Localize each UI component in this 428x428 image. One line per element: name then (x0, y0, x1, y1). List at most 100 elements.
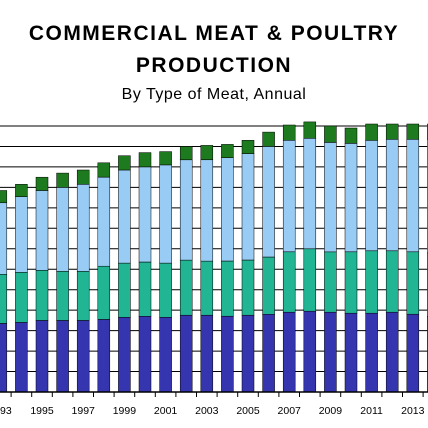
bar-segment-1994-series-1 (15, 272, 28, 323)
x-tick-label: 2013 (401, 405, 425, 417)
bar-segment-2006-series-2 (262, 146, 275, 258)
bar-segment-2007-series-2 (282, 140, 296, 253)
bar-segment-2001-series-1 (159, 262, 172, 318)
chart-title-line-1: COMMERCIAL MEAT & POULTRY (28, 22, 400, 45)
bar-segment-2003-series-3 (200, 145, 214, 160)
bar-segment-2002-series-3 (179, 146, 193, 161)
bar-segment-1998-series-2 (97, 176, 111, 267)
bar-segment-1993-series-1 (0, 274, 8, 324)
bar-segment-2005-series-3 (241, 140, 255, 154)
bar-segment-1995-series-2 (35, 190, 49, 271)
x-tick-label: 2011 (360, 405, 383, 417)
bar-segment-2010-series-2 (344, 143, 358, 253)
x-tick-label: 2009 (319, 405, 343, 417)
bar-segment-2006-series-1 (262, 256, 275, 315)
bar-segment-1994-series-3 (15, 184, 28, 197)
bar-segment-2009-series-1 (324, 251, 337, 313)
x-tick-label: 2003 (195, 405, 219, 417)
bar-segment-2011-series-0 (365, 312, 378, 393)
bar-segment-1999-series-0 (118, 317, 131, 393)
bar-segment-2012-series-2 (385, 139, 399, 252)
bar-segment-2001-series-0 (159, 317, 172, 393)
x-tick-label: 93 (0, 405, 12, 417)
x-tick-label: 1999 (113, 405, 137, 417)
bar-segment-1993-series-0 (0, 323, 8, 393)
bar-segment-1999-series-2 (118, 169, 131, 264)
bar-segment-1999-series-3 (118, 155, 131, 171)
bar-segment-2012-series-1 (385, 250, 399, 313)
bar-segment-2009-series-0 (324, 311, 337, 393)
bar-segment-2005-series-2 (241, 153, 255, 261)
bar-segment-2013-series-0 (406, 313, 420, 393)
bar-segment-1997-series-0 (76, 320, 90, 393)
bars (0, 121, 428, 393)
bar-segment-2008-series-3 (303, 121, 317, 139)
bar-segment-1996-series-3 (56, 172, 69, 188)
bar-segment-1995-series-1 (35, 270, 49, 321)
bar-segment-2000-series-0 (138, 316, 152, 393)
bar-segment-2008-series-0 (303, 310, 317, 393)
bar-segment-1994-series-0 (15, 322, 28, 393)
bar-segment-2003-series-1 (200, 260, 214, 316)
bar-segment-1994-series-2 (15, 196, 28, 273)
bar-segment-2002-series-2 (179, 159, 193, 261)
bar-segment-2012-series-3 (385, 123, 399, 140)
x-tick-label: 1997 (72, 405, 96, 417)
bar-segment-2001-series-3 (159, 151, 172, 166)
bar-segment-2005-series-1 (241, 259, 255, 316)
bar-segment-1996-series-2 (56, 187, 69, 272)
bar-segment-1999-series-1 (118, 262, 131, 318)
bar-segment-2010-series-1 (344, 251, 358, 314)
bar-segment-2013-series-1 (406, 251, 420, 315)
bar-segment-2003-series-2 (200, 159, 214, 262)
bar-segment-1993-series-3 (0, 190, 8, 204)
bar-segment-2009-series-3 (324, 125, 337, 143)
bar-segment-1993-series-2 (0, 202, 8, 275)
bar-segment-1997-series-3 (76, 169, 90, 185)
bar-segment-2008-series-2 (303, 138, 317, 250)
bar-segment-2007-series-3 (282, 124, 296, 141)
bar-segment-2013-series-2 (406, 139, 420, 253)
x-tick-label: 2005 (236, 405, 260, 417)
bar-segment-2004-series-0 (221, 316, 234, 393)
bar-segment-1996-series-1 (56, 271, 69, 321)
x-axis-ticks: 93 1995 1997 1999 2001 2003 2005 2007 2009 2011 20… (0, 392, 425, 417)
x-tick-label: 2007 (278, 405, 302, 417)
bar-segment-1997-series-2 (76, 184, 90, 272)
bar-segment-2004-series-1 (221, 260, 234, 317)
bar-segment-2011-series-3 (365, 123, 378, 141)
x-tick-label: 1995 (30, 405, 54, 417)
bar-segment-2006-series-0 (262, 313, 275, 393)
bar-segment-1998-series-3 (97, 162, 111, 178)
bar-segment-2013-series-3 (406, 123, 420, 140)
bar-segment-2009-series-2 (324, 142, 337, 253)
bar-segment-2003-series-0 (200, 315, 214, 393)
bar-segment-1997-series-1 (76, 271, 90, 321)
bar-segment-2004-series-2 (221, 157, 234, 262)
bar-segment-2011-series-1 (365, 250, 378, 314)
bar-segment-1995-series-3 (35, 176, 49, 191)
bar-segment-2010-series-0 (344, 312, 358, 393)
bar-segment-1998-series-1 (97, 265, 111, 320)
bar-segment-2005-series-0 (241, 315, 255, 393)
bar-segment-2002-series-0 (179, 315, 193, 393)
chart-subtitle: By Type of Meat, Annual (121, 86, 307, 103)
bar-segment-2010-series-3 (344, 127, 358, 144)
x-tick-label: 2001 (154, 405, 178, 417)
bar-segment-1998-series-0 (97, 319, 111, 393)
bar-segment-2006-series-3 (262, 131, 275, 147)
bar-segment-2000-series-2 (138, 166, 152, 263)
bar-segment-2004-series-3 (221, 144, 234, 158)
bar-segment-2000-series-3 (138, 152, 152, 168)
chart-title-line-2: PRODUCTION (135, 54, 293, 77)
bar-segment-2000-series-1 (138, 261, 152, 317)
bar-segment-1996-series-0 (56, 320, 69, 393)
bar-segment-2011-series-2 (365, 140, 378, 252)
bar-segment-1995-series-0 (35, 320, 49, 393)
bar-segment-2002-series-1 (179, 259, 193, 316)
bar-segment-2008-series-1 (303, 248, 317, 312)
bar-segment-2007-series-1 (282, 251, 296, 313)
bar-segment-2001-series-2 (159, 164, 172, 264)
bar-segment-2012-series-0 (385, 311, 399, 393)
